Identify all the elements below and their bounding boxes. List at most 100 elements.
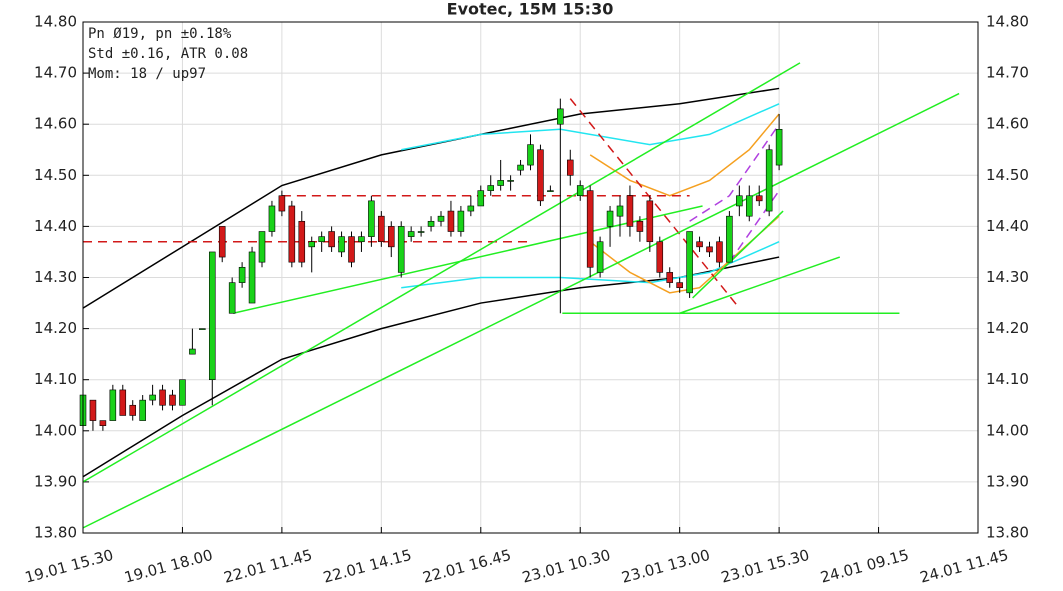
candle-body: [308, 241, 316, 248]
overlay-line: [82, 256, 780, 478]
candle-body: [338, 236, 345, 253]
candle-body: [566, 159, 574, 176]
candle-body: [189, 348, 196, 355]
candle-body: [775, 129, 783, 166]
candle-body: [576, 185, 584, 197]
candle-body: [358, 236, 365, 243]
candle-body: [457, 210, 465, 232]
candle-body: [557, 108, 564, 125]
x-tick-label: 24.01 09.15: [819, 546, 911, 587]
y-tick-label-right: 14.80: [986, 13, 1029, 31]
x-tick-label: 19.01 15.30: [23, 546, 115, 587]
y-tick-label: 14.00: [34, 421, 77, 439]
y-tick-label-right: 13.80: [986, 524, 1029, 542]
y-tick-label: 14.40: [34, 217, 77, 235]
candle-body: [288, 205, 296, 263]
overlay-line: [232, 205, 703, 315]
candle-body: [497, 180, 504, 186]
y-tick-label: 13.80: [34, 524, 77, 542]
y-tick-label-right: 14.10: [986, 370, 1029, 388]
candle-body: [696, 241, 703, 248]
y-tick-label-right: 14.70: [986, 64, 1029, 82]
y-tick-label-right: 14.40: [986, 217, 1029, 235]
candle-body: [298, 220, 306, 263]
y-tick-label: 14.70: [34, 64, 77, 82]
x-tick-label: 23.01 15.30: [719, 546, 811, 587]
candle-body: [736, 195, 743, 207]
candle-body: [238, 266, 246, 283]
candle-body: [656, 241, 664, 273]
candle-body: [248, 251, 256, 304]
candle-body: [726, 215, 733, 263]
candle-body: [318, 236, 325, 243]
y-tick-label-right: 13.90: [986, 472, 1029, 490]
candle-body: [417, 231, 425, 233]
y-tick-label-right: 14.20: [986, 319, 1029, 337]
candle-body: [606, 210, 614, 227]
plot-border: [82, 21, 979, 534]
candle-body: [119, 389, 127, 416]
annotation: Std ±0.16, ATR 0.08: [88, 46, 248, 62]
overlay-line: [689, 123, 780, 222]
y-tick-label: 13.90: [34, 472, 77, 490]
candle-body: [258, 231, 266, 263]
y-tick-label: 14.50: [34, 166, 77, 184]
candle-body: [218, 226, 226, 258]
x-tick-label: 23.01 13.00: [620, 546, 712, 587]
overlay-line: [679, 256, 841, 314]
y-tick-label: 14.80: [34, 13, 77, 31]
candle-body: [596, 241, 604, 273]
y-tick-label: 14.20: [34, 319, 77, 337]
candle-body: [507, 180, 514, 182]
y-tick-label-right: 14.60: [986, 115, 1029, 133]
candle-body: [179, 379, 186, 406]
candle-body: [99, 420, 107, 426]
candle-body: [378, 215, 385, 243]
annotation: Mom: 18 / up97: [88, 66, 206, 82]
candle-body: [447, 210, 455, 232]
candle-body: [407, 231, 415, 237]
candle-body: [646, 200, 654, 243]
candle-body: [517, 164, 524, 171]
candle-body: [129, 404, 137, 416]
candle-body: [169, 394, 176, 406]
candle-body: [348, 236, 355, 263]
candle-body: [328, 231, 335, 248]
candle-body: [228, 282, 236, 314]
overlay-line: [401, 241, 780, 289]
y-tick-label-right: 14.50: [986, 166, 1029, 184]
candle-body: [208, 251, 216, 380]
candle-body: [626, 195, 634, 227]
y-tick-label: 14.30: [34, 268, 77, 286]
candle-body: [109, 389, 117, 421]
candle-body: [527, 144, 534, 166]
overlay-line: [82, 62, 801, 483]
candle-body: [278, 195, 286, 212]
x-tick-label: 22.01 14.15: [321, 546, 413, 587]
x-tick-label: 19.01 18.00: [122, 546, 214, 587]
candle-body: [427, 220, 435, 227]
candle-body: [616, 205, 624, 217]
overlay-line: [692, 210, 784, 299]
candle-body: [397, 226, 405, 273]
candle-body: [676, 282, 683, 289]
candle-body: [387, 226, 395, 248]
y-tick-label: 14.60: [34, 115, 77, 133]
candle-body: [745, 195, 753, 217]
chart-title: Evotec, 15M 15:30: [447, 0, 614, 19]
candle-body: [755, 195, 763, 202]
candle-body: [636, 220, 644, 232]
candle-body: [477, 190, 485, 207]
overlay-line: [589, 113, 780, 197]
candle-body: [765, 149, 773, 212]
candle-body: [487, 185, 495, 191]
x-tick-label: 22.01 11.45: [222, 546, 314, 587]
y-tick-label-right: 14.00: [986, 421, 1029, 439]
annotation: Pn Ø19, pn ±0.18%: [88, 26, 232, 42]
candle-body: [149, 394, 156, 401]
candle-body: [686, 231, 693, 294]
x-tick-label: 23.01 10.30: [520, 546, 612, 587]
candle-body: [547, 190, 554, 192]
y-tick-label: 14.10: [34, 370, 77, 388]
